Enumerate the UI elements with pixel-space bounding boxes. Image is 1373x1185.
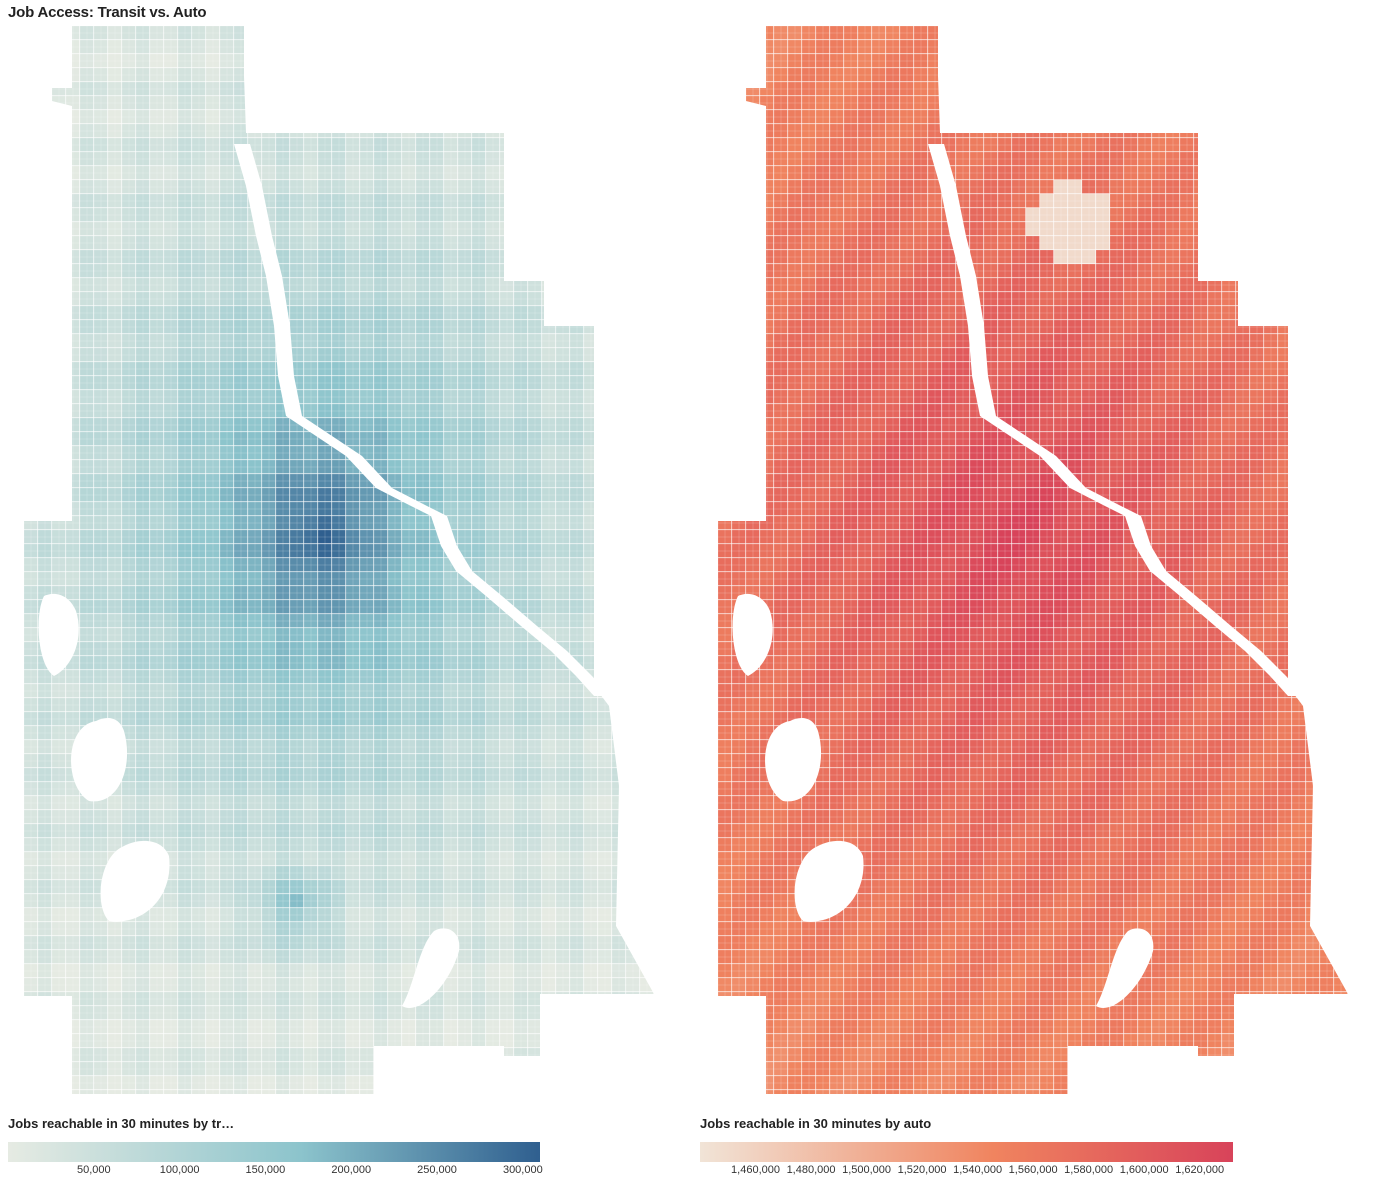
transit-tick-label: 150,000 xyxy=(245,1164,286,1176)
lake xyxy=(38,593,79,676)
lake xyxy=(732,593,773,676)
lake xyxy=(402,928,460,1008)
transit-tick-label: 100,000 xyxy=(159,1164,200,1176)
transit-tick-label: 50,000 xyxy=(76,1164,111,1176)
auto-tick-label: 1,560,000 xyxy=(1008,1164,1058,1176)
transit-map-cells xyxy=(24,26,654,1094)
auto-tick-label: 1,500,000 xyxy=(842,1164,892,1176)
auto-color-ramp xyxy=(700,1142,1233,1162)
auto-legend: Jobs reachable in 30 minutes by auto 1,4… xyxy=(700,1116,1240,1176)
auto-tick-label: 1,460,000 xyxy=(731,1164,780,1176)
transit-tick-label: 300,000 xyxy=(502,1164,543,1176)
lake xyxy=(100,840,170,922)
auto-tick-label: 1,480,000 xyxy=(786,1164,836,1176)
auto-tick-label: 1,540,000 xyxy=(953,1164,1003,1176)
lake xyxy=(71,718,128,802)
auto-tick-label: 1,620,000 xyxy=(1175,1164,1225,1176)
transit-legend-title: Jobs reachable in 30 minutes by tr… xyxy=(8,1116,235,1131)
lake xyxy=(765,718,822,802)
auto-legend-title: Jobs reachable in 30 minutes by auto xyxy=(700,1116,932,1131)
lake xyxy=(1096,928,1154,1008)
auto-tick-label: 1,600,000 xyxy=(1119,1164,1169,1176)
transit-tick-label: 250,000 xyxy=(417,1164,457,1176)
auto-map-cells xyxy=(718,26,1348,1094)
auto-tick-label: 1,580,000 xyxy=(1064,1164,1114,1176)
transit-map[interactable] xyxy=(24,26,656,1096)
lake xyxy=(794,840,864,922)
transit-legend: Jobs reachable in 30 minutes by tr… 50,0… xyxy=(8,1116,548,1176)
page-title: Job Access: Transit vs. Auto xyxy=(8,4,207,21)
transit-color-ramp xyxy=(8,1142,540,1162)
transit-tick-label: 200,000 xyxy=(331,1164,372,1176)
auto-map[interactable] xyxy=(718,26,1350,1096)
auto-tick-label: 1,520,000 xyxy=(897,1164,947,1176)
